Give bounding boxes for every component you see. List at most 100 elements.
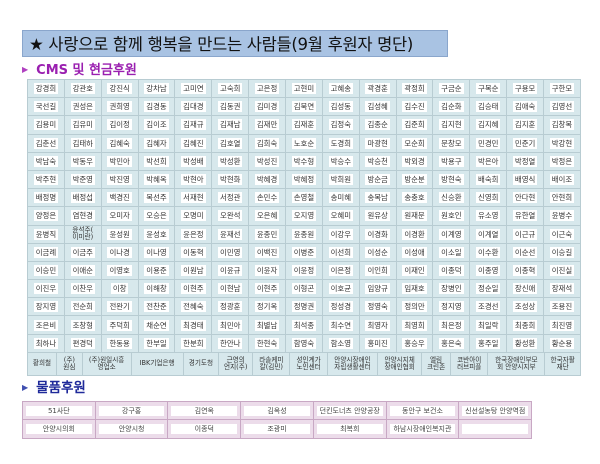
- donor-name: 이금례: [33, 246, 59, 258]
- donor-cell: 이나영: [139, 243, 176, 261]
- donor-cell: 김묵연: [286, 98, 323, 116]
- donor-name: 이현주: [181, 283, 206, 295]
- donor-name: 전완기: [107, 301, 132, 313]
- donor-name: 구한모: [549, 83, 575, 95]
- donor-name: 최영자: [365, 319, 390, 331]
- donor-cell: 윤병수: [544, 207, 581, 225]
- donor-name: 구복순: [476, 83, 501, 95]
- donor-name: 장재석: [549, 283, 575, 295]
- donor-cell: 이근규: [507, 225, 545, 243]
- donor-name: 고혜송: [328, 83, 353, 95]
- donor-organization: (주) 원심: [63, 355, 76, 371]
- donor-cell: 박용구: [433, 152, 471, 170]
- donor-name: 방순분: [402, 174, 427, 186]
- donor-cell: 함소영: [323, 334, 360, 352]
- donor-cell: 이윤정: [286, 261, 323, 280]
- donor-cell: 최석종: [286, 316, 323, 334]
- donor-name: 김춘선: [33, 137, 59, 149]
- donor-cell: 이근숙: [544, 225, 581, 243]
- donor-name: 김지현: [439, 119, 464, 131]
- donor-name: 박희원: [328, 174, 353, 186]
- donor-name: 박정은: [549, 155, 575, 167]
- donor-name: 조경선: [476, 301, 501, 313]
- donor-cell: 김종순: [360, 116, 397, 134]
- donor-name: 김지훈: [512, 119, 538, 131]
- goods-donor-name: 51사단: [26, 405, 92, 416]
- donor-name: 윤재선: [218, 228, 243, 240]
- donor-cell: 윤병직: [27, 225, 65, 243]
- donor-cell: 박외경: [397, 152, 434, 170]
- donor-name: 장신애: [512, 283, 538, 295]
- donor-cell: 김동권: [212, 98, 250, 116]
- donor-name: 이소일: [439, 246, 464, 258]
- donor-cell: 김이정: [102, 116, 139, 134]
- donor-cell: 박희원: [323, 170, 360, 189]
- donor-cell: 국선길: [27, 98, 65, 116]
- donor-cell: 이종덕: [433, 261, 471, 280]
- donor-cell: 이금주: [65, 243, 102, 261]
- donor-name: 노호순: [291, 137, 317, 149]
- donor-name: 홍미진: [365, 337, 390, 349]
- table-row: 장지영 전순희 전완기 전찬준 전혜숙 정광훈 정기옥 정명권 정성경 정영숙 정의만 정지영 조경선 조…: [27, 298, 581, 317]
- donor-name: 윤석주( 이미란): [72, 226, 94, 242]
- donor-name: 김종순: [365, 119, 390, 131]
- donor-cell: 이진우: [27, 280, 65, 298]
- donor-name: 이나영: [144, 246, 169, 258]
- donor-cell: 손민수: [249, 189, 287, 207]
- donor-cell: 김대경: [175, 98, 213, 116]
- donor-name: 신영희: [476, 192, 501, 204]
- donor-cell: 이현주: [175, 280, 213, 298]
- donor-cell: 이해창: [139, 280, 176, 298]
- donor-name: 곽정희: [402, 83, 427, 95]
- donor-name: 이동혁: [181, 246, 206, 258]
- donor-cell: 윤종민: [249, 225, 287, 243]
- donor-name: 배영식: [512, 174, 538, 186]
- goods-donor-name: 최복희: [316, 424, 383, 434]
- donor-cell: 황순용: [544, 334, 581, 352]
- donor-name: 박남숙: [33, 155, 59, 167]
- donor-name: 김순화: [439, 101, 464, 113]
- goods-donor-name: 신선설농탕 안양역점: [462, 405, 529, 416]
- donor-cell: 김유미: [65, 116, 102, 134]
- donor-cell: 정광훈: [212, 298, 250, 316]
- donor-name: 마광현: [365, 137, 390, 149]
- donor-name: 정명권: [291, 301, 317, 313]
- donor-name: 최영희: [402, 319, 427, 331]
- donor-cell: 김순화: [433, 98, 471, 116]
- donor-name: 임재호: [402, 283, 427, 295]
- table-row: 최하나 편경덕 한동용 한부일 한분희 한안나 한현숙 함영숙 함소영 홍미진 홍승우 홍은숙 홍주일 황…: [27, 334, 581, 353]
- donor-cell: 김재남: [212, 116, 250, 134]
- donor-name: 전찬준: [144, 301, 169, 313]
- triangle-bullet-icon: ▶: [22, 65, 29, 74]
- donor-name: 김혜진: [181, 137, 206, 149]
- donor-name: 오은혜: [254, 210, 280, 222]
- donor-cell: 이현남: [212, 280, 250, 298]
- goods-donor-cell: 신선설농탕 안양역점: [459, 402, 532, 420]
- donor-cell: 최하나: [27, 334, 65, 352]
- donor-name: 문창모: [439, 137, 464, 149]
- donor-cell: 오승은: [139, 207, 176, 225]
- donor-name: 조창형: [70, 319, 95, 331]
- donor-cell: 홍주일: [470, 334, 508, 352]
- donor-cell: 최진영: [544, 316, 581, 334]
- goods-donor-name: [462, 424, 529, 434]
- donor-cell: 최경태: [175, 316, 213, 334]
- table-row: 안양시의회 안양시청 이종덕 조광미 최복희 하남시장애인복지관: [23, 420, 531, 438]
- donor-name: 이윤정: [291, 264, 317, 276]
- donor-name: 장지영: [33, 301, 59, 313]
- donor-cell: 안양시장애인 자립생활센터: [328, 352, 379, 375]
- donor-cell: 이승민: [27, 261, 65, 280]
- goods-donor-name: 하남시장애인복지관: [389, 424, 456, 434]
- donor-cell: 전순희: [65, 298, 102, 316]
- donor-name: 원재문: [402, 210, 427, 222]
- donor-name: 권희영: [107, 101, 132, 113]
- donor-cell: 장병인: [433, 280, 471, 298]
- donor-name: 정순일: [476, 283, 501, 295]
- donor-name: 강경희: [33, 83, 59, 95]
- table-row: 박남숙 박동우 박민아 박선희 박성배 박성환 박성진 박수형 박승수 박승천 박외경 박용구 박은아 박…: [27, 152, 581, 171]
- donor-cell: 엘림 크린존: [422, 352, 452, 375]
- donor-name: 박강현: [549, 137, 575, 149]
- donor-name: 김재남: [218, 119, 243, 131]
- donor-cell: 오은혜: [249, 207, 287, 225]
- donor-cell: 박혜옥: [139, 170, 176, 189]
